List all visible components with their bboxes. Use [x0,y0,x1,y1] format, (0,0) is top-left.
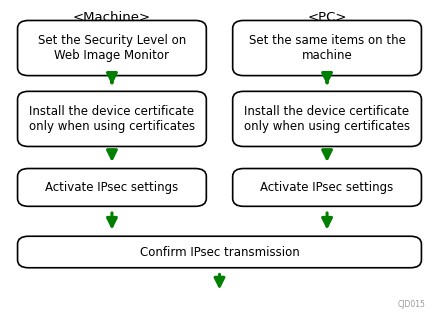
Text: Activate IPsec settings: Activate IPsec settings [45,181,178,194]
FancyBboxPatch shape [18,20,206,76]
FancyBboxPatch shape [232,91,420,146]
FancyBboxPatch shape [232,169,420,206]
Text: <Machine>: <Machine> [73,11,151,24]
FancyBboxPatch shape [18,91,206,146]
FancyBboxPatch shape [18,236,420,268]
Text: CJD015: CJD015 [397,300,425,309]
FancyBboxPatch shape [232,20,420,76]
Text: Install the device certificate
only when using certificates: Install the device certificate only when… [29,105,194,133]
FancyBboxPatch shape [18,169,206,206]
Text: Activate IPsec settings: Activate IPsec settings [260,181,393,194]
Text: Confirm IPsec transmission: Confirm IPsec transmission [139,245,299,259]
Text: <PC>: <PC> [307,11,346,24]
Text: Set the same items on the
machine: Set the same items on the machine [248,34,405,62]
Text: Set the Security Level on
Web Image Monitor: Set the Security Level on Web Image Moni… [38,34,186,62]
Text: Install the device certificate
only when using certificates: Install the device certificate only when… [244,105,409,133]
